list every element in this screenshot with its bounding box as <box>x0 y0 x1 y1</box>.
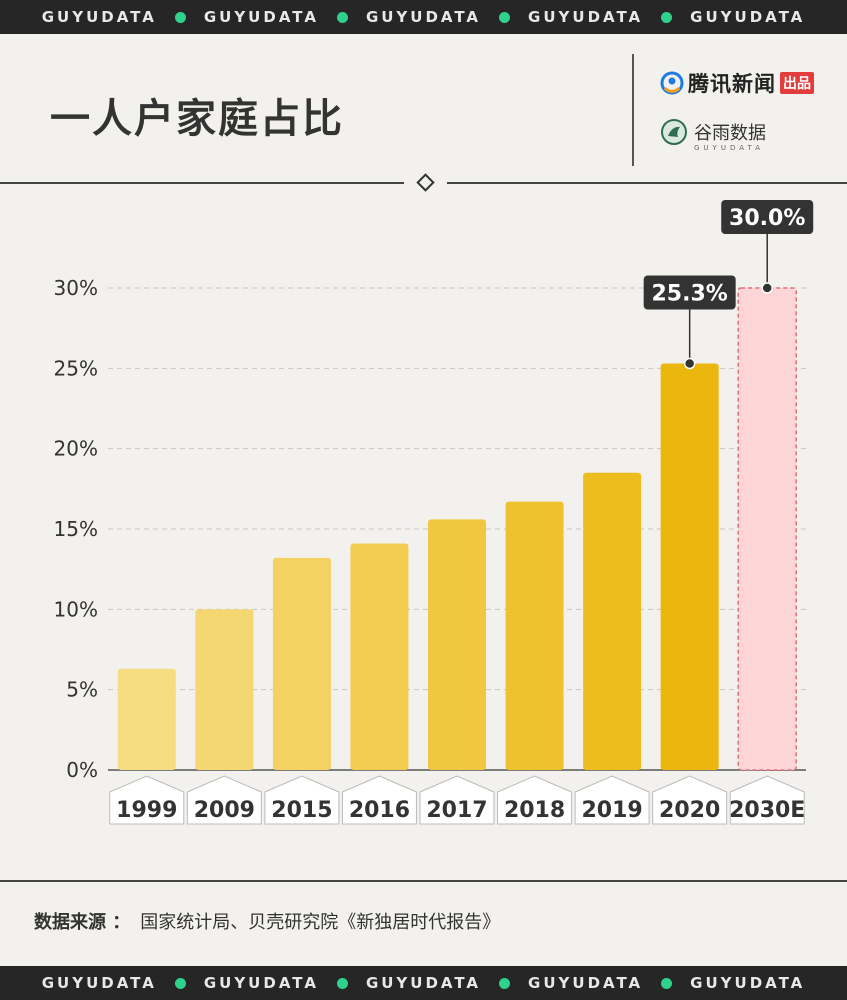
x-tick-label: 2030E <box>729 798 805 823</box>
source-note: 数据来源 ： 国家统计局、贝壳研究院《新独居时代报告》 <box>34 908 500 934</box>
brand-tencent: 腾讯新闻 出品 <box>660 68 814 98</box>
x-tick-tab <box>729 775 805 825</box>
x-tick-tab <box>186 775 262 825</box>
x-tick-tab <box>109 775 185 825</box>
x-tick-tab <box>264 775 340 825</box>
y-tick-label: 0% <box>66 758 98 782</box>
banner-dot <box>499 977 511 989</box>
banner-dot <box>336 977 348 989</box>
header: 一人户家庭占比 腾讯新闻 出品 谷雨数据 GUYUDATA <box>0 34 847 184</box>
data-label-box <box>721 200 814 234</box>
y-tick-label: 25% <box>54 356 98 380</box>
x-tick-label: 1999 <box>116 798 177 823</box>
brand-guyu-name: 谷雨数据 <box>694 123 766 144</box>
data-label: 30.0% <box>729 206 805 231</box>
source-text: 国家统计局、贝壳研究院《新独居时代报告》 <box>140 912 501 933</box>
bottom-banner: GUYUDATA GUYUDATA GUYUDATA GUYUDATA GUYU… <box>0 966 847 1000</box>
banner-dot <box>174 11 186 23</box>
footer-divider <box>0 880 847 882</box>
x-tick-label: 2018 <box>504 798 565 823</box>
header-divider <box>632 54 634 166</box>
banner-word: GUYUDATA <box>41 974 157 992</box>
banner-dot <box>174 977 186 989</box>
data-label-dot <box>683 357 696 370</box>
banner-dot <box>661 977 673 989</box>
banner-dot <box>499 11 511 23</box>
banner-word: GUYUDATA <box>41 8 157 26</box>
banner-word: GUYUDATA <box>203 974 319 992</box>
x-tick-label: 2016 <box>349 798 410 823</box>
y-tick-label: 10% <box>54 597 98 621</box>
x-tick-label: 2009 <box>194 798 255 823</box>
bar <box>350 543 409 770</box>
banner-word: GUYUDATA <box>528 8 644 26</box>
x-tick-label: 2020 <box>659 798 720 823</box>
bar-chart: 0% 5% 10% 15% 20% 25% 30% 1999 2009 2015 2016 2017 2… <box>54 200 814 825</box>
separator-right <box>447 182 847 184</box>
bar <box>272 557 331 770</box>
y-tick-label: 20% <box>54 437 98 461</box>
x-tick-tab <box>419 775 495 825</box>
banner-word: GUYUDATA <box>203 8 319 26</box>
banner-dot <box>336 11 348 23</box>
bar <box>583 472 642 770</box>
top-banner: GUYUDATA GUYUDATA GUYUDATA GUYUDATA GUYU… <box>0 0 847 34</box>
separator-left <box>0 182 404 184</box>
data-label-box <box>643 275 736 310</box>
brand-tencent-name: 腾讯新闻 <box>688 72 776 96</box>
bar <box>505 501 564 770</box>
bar <box>428 519 486 770</box>
banner-word: GUYUDATA <box>365 974 482 992</box>
x-tick-tab <box>497 775 573 825</box>
bar-forecast <box>737 287 797 771</box>
bar <box>195 609 254 770</box>
banner-word: GUYUDATA <box>365 8 482 26</box>
y-tick-label: 5% <box>66 678 98 702</box>
x-tick-label: 2015 <box>271 798 332 823</box>
brand-tencent-badge: 出品 <box>780 72 814 94</box>
banner-word: GUYUDATA <box>690 974 806 992</box>
banner-dot <box>661 11 673 23</box>
y-tick-label: 15% <box>54 517 98 541</box>
brand-guyu-sub: GUYUDATA <box>694 144 764 152</box>
data-label-dot <box>761 282 773 294</box>
source-label: 数据来源 ： <box>34 912 131 933</box>
guyu-logo-icon <box>661 119 687 145</box>
x-tick-label: 2017 <box>426 798 487 823</box>
brand-guyu: 谷雨数据 GUYUDATA <box>660 118 766 152</box>
banner-word: GUYUDATA <box>528 974 644 992</box>
x-tick-label: 2019 <box>581 798 642 823</box>
y-tick-label: 30% <box>54 276 98 300</box>
banner-word: GUYUDATA <box>690 8 806 26</box>
bar <box>660 363 719 770</box>
x-tick-tab <box>574 775 650 825</box>
x-tick-tab <box>652 775 728 825</box>
x-tick-tab <box>341 775 417 825</box>
data-label: 25.3% <box>652 282 728 307</box>
tencent-news-logo-icon <box>660 71 684 95</box>
bar <box>117 668 176 770</box>
page-title: 一人户家庭占比 <box>50 96 344 142</box>
